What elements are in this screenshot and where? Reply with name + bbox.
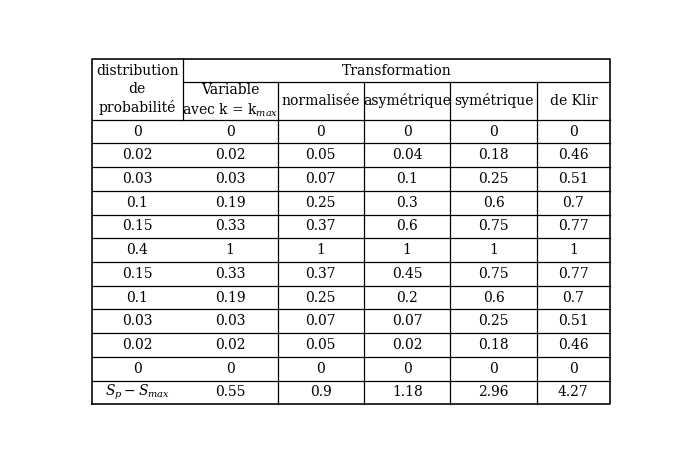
Text: 0.77: 0.77	[558, 267, 589, 281]
Text: 0.05: 0.05	[306, 338, 336, 352]
Text: 0.7: 0.7	[562, 196, 584, 210]
Text: 0.1: 0.1	[127, 196, 148, 210]
Text: 0.1: 0.1	[127, 291, 148, 305]
Text: 0.25: 0.25	[306, 196, 336, 210]
Text: 2.96: 2.96	[478, 386, 509, 399]
Text: 0.45: 0.45	[392, 267, 423, 281]
Text: 0: 0	[403, 124, 412, 139]
Text: 0.03: 0.03	[215, 172, 245, 186]
Text: 0.18: 0.18	[478, 148, 509, 162]
Text: 0.02: 0.02	[122, 338, 153, 352]
Text: 0.75: 0.75	[478, 267, 509, 281]
Text: 0.2: 0.2	[397, 291, 418, 305]
Text: 0.7: 0.7	[562, 291, 584, 305]
Text: $S_p - S_{max}$: $S_p - S_{max}$	[105, 383, 170, 402]
Text: 0.46: 0.46	[558, 338, 588, 352]
Text: 0: 0	[489, 362, 498, 376]
Text: 1: 1	[569, 243, 578, 257]
Text: 0.33: 0.33	[215, 267, 245, 281]
Text: 0: 0	[316, 124, 325, 139]
Text: 0.51: 0.51	[558, 172, 588, 186]
Text: 1: 1	[316, 243, 325, 257]
Text: 0.46: 0.46	[558, 148, 588, 162]
Text: 0: 0	[133, 124, 142, 139]
Text: 0.19: 0.19	[215, 291, 245, 305]
Text: 0.02: 0.02	[392, 338, 423, 352]
Text: Transformation: Transformation	[342, 64, 451, 78]
Text: 0.33: 0.33	[215, 219, 245, 234]
Text: 0.25: 0.25	[478, 314, 509, 328]
Text: 0.77: 0.77	[558, 219, 589, 234]
Text: 1: 1	[489, 243, 498, 257]
Text: 0.15: 0.15	[122, 267, 153, 281]
Text: 0: 0	[403, 362, 412, 376]
Text: 0.03: 0.03	[122, 172, 153, 186]
Text: 0.18: 0.18	[478, 338, 509, 352]
Text: 0.19: 0.19	[215, 196, 245, 210]
Text: 4.27: 4.27	[558, 386, 589, 399]
Text: 0.75: 0.75	[478, 219, 509, 234]
Text: 0: 0	[226, 362, 234, 376]
Text: 0: 0	[569, 362, 578, 376]
Text: 0.4: 0.4	[127, 243, 148, 257]
Text: 0.03: 0.03	[122, 314, 153, 328]
Text: asymétrique: asymétrique	[363, 94, 451, 108]
Text: 0.02: 0.02	[122, 148, 153, 162]
Text: 1: 1	[403, 243, 412, 257]
Text: 0.6: 0.6	[397, 219, 418, 234]
Text: 0.07: 0.07	[306, 172, 336, 186]
Text: 0.37: 0.37	[306, 219, 336, 234]
Text: 0.55: 0.55	[215, 386, 245, 399]
Text: 0.15: 0.15	[122, 219, 153, 234]
Text: 0.07: 0.07	[306, 314, 336, 328]
Text: 0.6: 0.6	[483, 291, 504, 305]
Text: 0: 0	[133, 362, 142, 376]
Text: distribution
de
probabilité: distribution de probabilité	[96, 64, 179, 115]
Text: symétrique: symétrique	[453, 94, 534, 108]
Text: Variable
avec k = k$_{max}$: Variable avec k = k$_{max}$	[182, 83, 278, 119]
Text: 0.9: 0.9	[310, 386, 332, 399]
Text: 0.25: 0.25	[478, 172, 509, 186]
Text: 1: 1	[226, 243, 234, 257]
Text: 0.3: 0.3	[397, 196, 418, 210]
Text: 0.05: 0.05	[306, 148, 336, 162]
Text: 1.18: 1.18	[392, 386, 423, 399]
Text: 0.07: 0.07	[392, 314, 423, 328]
Text: 0: 0	[489, 124, 498, 139]
Text: normalisée: normalisée	[282, 94, 360, 108]
Text: 0: 0	[569, 124, 578, 139]
Text: 0.02: 0.02	[215, 148, 245, 162]
Text: 0.02: 0.02	[215, 338, 245, 352]
Text: 0.37: 0.37	[306, 267, 336, 281]
Text: 0.03: 0.03	[215, 314, 245, 328]
Text: 0.25: 0.25	[306, 291, 336, 305]
Text: 0.1: 0.1	[396, 172, 418, 186]
Text: de Klir: de Klir	[549, 94, 597, 108]
Text: 0: 0	[316, 362, 325, 376]
Text: 0: 0	[226, 124, 234, 139]
Text: 0.6: 0.6	[483, 196, 504, 210]
Text: 0.04: 0.04	[392, 148, 423, 162]
Text: 0.51: 0.51	[558, 314, 588, 328]
